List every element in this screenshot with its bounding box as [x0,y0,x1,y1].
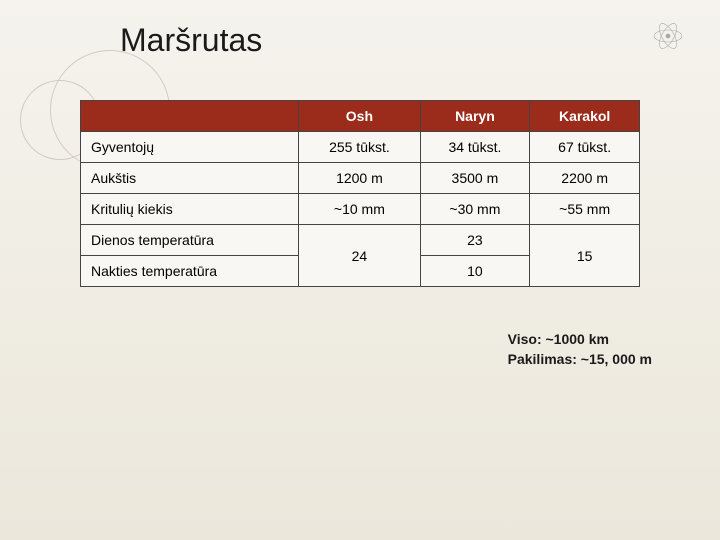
row-label: Dienos temperatūra [81,225,299,256]
cell-merged: 24 [299,225,420,287]
cell: ~30 mm [420,194,530,225]
table-corner [81,101,299,132]
cell: 34 tūkst. [420,132,530,163]
cell: 255 tūkst. [299,132,420,163]
cell-merged: 15 [530,225,640,287]
cell: 23 [420,225,530,256]
col-header: Karakol [530,101,640,132]
row-label: Kritulių kiekis [81,194,299,225]
cell: 2200 m [530,163,640,194]
route-table: Osh Naryn Karakol Gyventojų 255 tūkst. 3… [80,100,640,287]
col-header: Osh [299,101,420,132]
col-header: Naryn [420,101,530,132]
page-title: Maršrutas [120,22,262,59]
cell: 3500 m [420,163,530,194]
logo-icon [650,18,686,59]
footer-line: Viso: ~1000 km [508,330,652,350]
cell: 1200 m [299,163,420,194]
row-label: Gyventojų [81,132,299,163]
cell: 67 tūkst. [530,132,640,163]
cell: 10 [420,256,530,287]
row-label: Aukštis [81,163,299,194]
footer-line: Pakilimas: ~15, 000 m [508,350,652,370]
cell: ~10 mm [299,194,420,225]
row-label: Nakties temperatūra [81,256,299,287]
footer-summary: Viso: ~1000 km Pakilimas: ~15, 000 m [508,330,652,369]
table-row: Dienos temperatūra 24 23 15 [81,225,640,256]
table-row: Gyventojų 255 tūkst. 34 tūkst. 67 tūkst. [81,132,640,163]
cell: ~55 mm [530,194,640,225]
table-row: Aukštis 1200 m 3500 m 2200 m [81,163,640,194]
table-row: Kritulių kiekis ~10 mm ~30 mm ~55 mm [81,194,640,225]
